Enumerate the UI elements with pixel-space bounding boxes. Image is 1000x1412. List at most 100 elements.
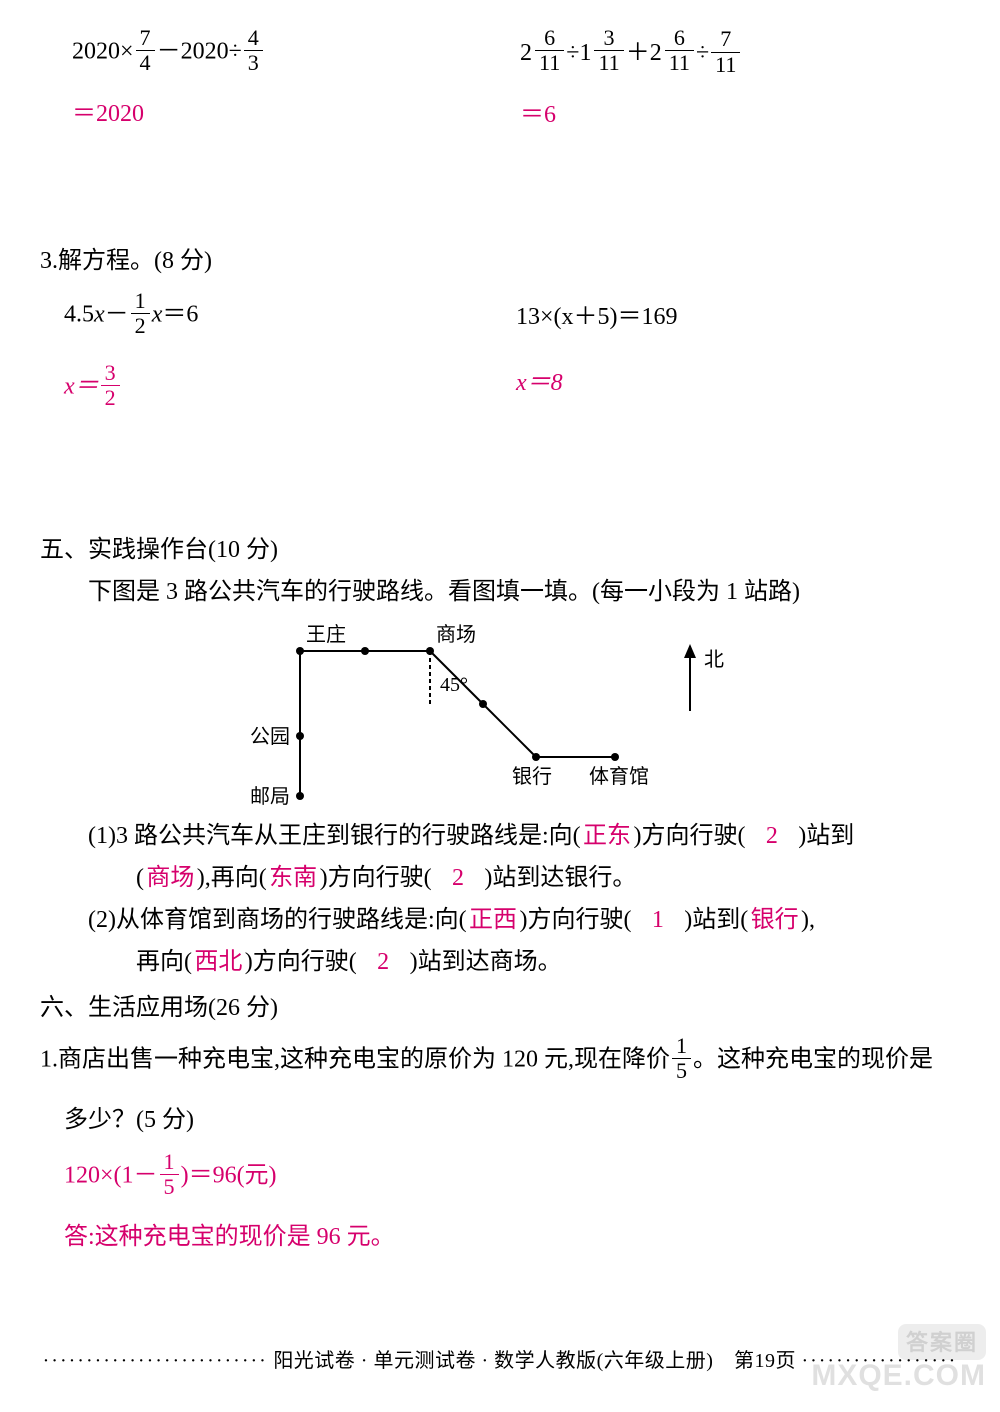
whole: 2 [520,35,532,71]
heading-text: 六、生活应用场(26 分) [40,995,278,1021]
text: )＝96(元) [181,1162,277,1188]
calc-row-top: 2020×74－2020÷43 ＝2020 2611÷1311＋2611÷711… [40,28,960,133]
fraction: 32 [101,361,120,411]
calc-expr: 2020×74－2020÷43 [72,28,512,78]
text: x [94,301,105,327]
equation-answer: x＝8 [516,365,960,401]
heading-text: 五、实践操作台(10 分) [40,537,278,563]
text: )站到达商场。 [410,949,562,975]
svg-text:公园: 公园 [250,726,290,748]
calc-expr: 2611÷1311＋2611÷711 [520,28,960,79]
denominator: 11 [711,53,740,77]
text: 13×(x＋5)＝169 [516,304,678,330]
answer-value: 商场 [144,860,197,896]
answer-value: 正东 [581,818,634,854]
answer-value: 西北 [192,944,245,980]
fraction: 12 [131,289,150,339]
bus-route-diagram: 王庄商场公园邮局银行体育馆45°北 [40,616,960,816]
denominator: 2 [101,386,120,410]
numerator: 1 [160,1150,179,1175]
watermark-url: MXQE.COM [811,1353,986,1398]
answer-value: 2 [432,860,485,896]
q3-right: 13×(x＋5)＝169 x＝8 [508,291,960,412]
numerator: 3 [594,26,623,51]
svg-text:银行: 银行 [512,765,552,788]
mixed-number: 2611 [650,28,696,78]
text: 多少？(5 分) [64,1107,194,1133]
answer-value: 正西 [467,902,520,938]
whole: 2 [650,35,662,71]
section6-title: 六、生活应用场(26 分) [40,990,960,1026]
fraction: 15 [672,1034,691,1084]
numerator: 1 [131,289,150,314]
svg-text:邮局: 邮局 [250,785,290,808]
text: )方向行驶( [245,949,357,975]
text: ), [801,907,815,933]
numerator: 6 [665,26,694,51]
denominator: 4 [136,51,155,75]
sec5-q1-line2: (商场),再向(东南)方向行驶(2)站到达银行。 [40,860,960,896]
text: 1.商店出售一种充电宝,这种充电宝的原价为 120 元,现在降价 [40,1046,670,1072]
mixed-number: 1311 [579,28,625,78]
denominator: 11 [594,51,623,75]
calc-answer: ＝2020 [72,96,512,132]
text: x＝8 [516,370,563,396]
text: x＝ [64,373,99,399]
denominator: 11 [535,51,564,75]
sec6-q1-ans-expr: 120×(1－15)＝96(元) [64,1152,960,1202]
text: )方向行驶( [320,865,432,891]
fraction: 15 [160,1150,179,1200]
calc-top-right: 2611÷1311＋2611÷711 ＝6 [512,28,960,133]
calc-answer: ＝6 [520,97,960,133]
mixed-number: 2611 [520,28,566,78]
text: )站到( [684,907,748,933]
text: )站到 [798,823,854,849]
text: 。这种充电宝的现价是 [693,1046,933,1072]
text: 答:这种充电宝的现价是 96 元。 [64,1224,395,1250]
text: ),再向( [197,865,267,891]
section5-title: 五、实践操作台(10 分) [40,532,960,568]
denominator: 5 [160,1175,179,1199]
numerator: 1 [672,1034,691,1059]
answer-value: 2020 [96,101,144,127]
fraction: 711 [711,27,740,77]
text: 2020 [72,38,120,64]
text: (2)从体育馆到商场的行驶路线是:向( [88,907,467,933]
text: )站到达银行。 [484,865,636,891]
answer-value: 6 [544,102,556,128]
q3-row: 4.5x－12x＝6 x＝32 13×(x＋5)＝169 x＝8 [40,291,960,412]
text: 再向( [136,949,192,975]
q3-left: 4.5x－12x＝6 x＝32 [64,291,508,412]
text: (1)3 路公共汽车从王庄到银行的行驶路线是:向( [88,823,581,849]
svg-text:王庄: 王庄 [306,623,346,646]
text: 2020 [181,38,229,64]
svg-text:北: 北 [704,648,724,671]
denominator: 11 [665,51,694,75]
numerator: 3 [101,361,120,386]
denominator: 3 [244,51,263,75]
sec6-q1: 1.商店出售一种充电宝,这种充电宝的原价为 120 元,现在降价15。这种充电宝… [40,1036,960,1086]
numerator: 4 [244,26,263,51]
text: － [105,301,129,327]
text: 下图是 3 路公共汽车的行驶路线。看图填一填。(每一小段为 1 站路) [88,579,800,605]
text: )方向行驶( [519,907,631,933]
equation: 13×(x＋5)＝169 [516,291,960,335]
route-svg: 王庄商场公园邮局银行体育馆45°北 [220,616,780,816]
fraction: 43 [244,26,263,76]
text: 120×(1－ [64,1162,158,1188]
whole: 1 [579,35,591,71]
answer-value: 东南 [267,860,320,896]
watermark-text: MXQE.COM [811,1359,986,1392]
section5-desc: 下图是 3 路公共汽车的行驶路线。看图填一填。(每一小段为 1 站路) [88,574,960,610]
sec5-q2: (2)从体育馆到商场的行驶路线是:向(正西)方向行驶(1)站到(银行), [40,902,960,938]
denominator: 5 [672,1059,691,1083]
numerator: 6 [535,26,564,51]
calc-top-left: 2020×74－2020÷43 ＝2020 [64,28,512,133]
eq-sign: ＝ [520,102,544,128]
footer-dots: ·························· [43,1350,268,1372]
equation: 4.5x－12x＝6 [64,291,508,341]
text: ( [136,865,144,891]
denominator: 2 [131,314,150,338]
text: x [152,301,163,327]
answer-value: 1 [631,902,684,938]
